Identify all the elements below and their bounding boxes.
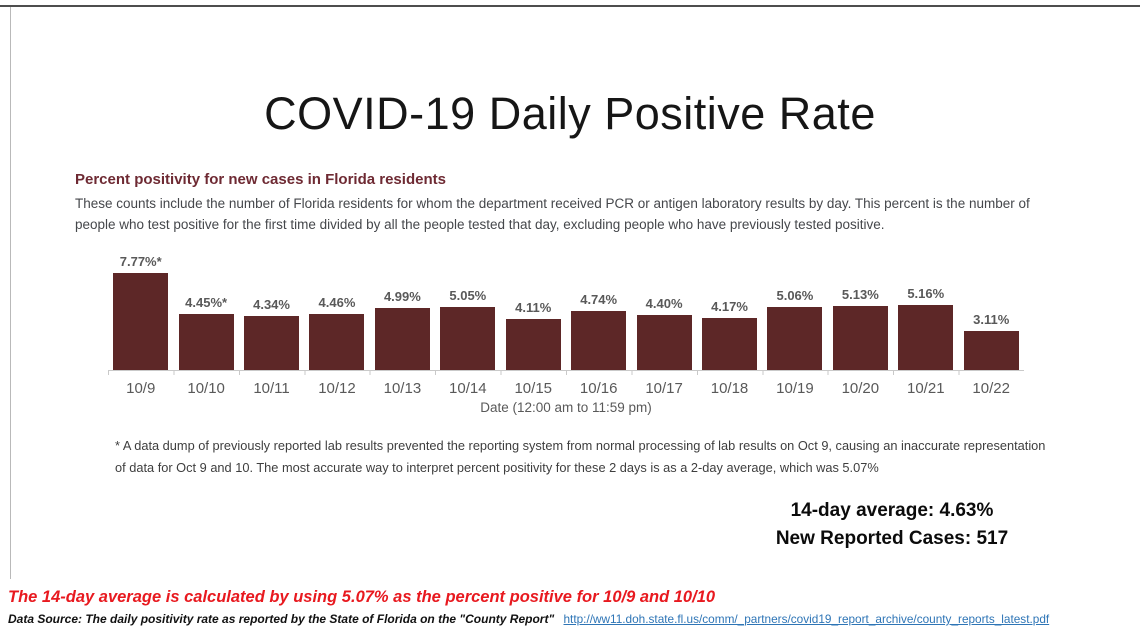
- new-reported-cases: New Reported Cases: 517: [775, 528, 1009, 549]
- x-tick-label: 10/16: [579, 380, 618, 397]
- bar-column: 5.06%: [762, 288, 827, 370]
- bar: [963, 331, 1019, 370]
- bar: [505, 319, 561, 370]
- bar: [244, 316, 300, 370]
- bar-value-label: 3.11%: [973, 312, 1010, 327]
- bar-value-label: 7.77%*: [119, 254, 162, 269]
- bar-value-label: 4.40%: [645, 296, 683, 311]
- bar: [832, 306, 888, 370]
- bar: [178, 314, 234, 370]
- chart-description: These counts include the number of Flori…: [75, 196, 1030, 233]
- bar-value-label: 4.17%: [711, 299, 748, 314]
- bar-value-label: 4.46%: [318, 295, 356, 310]
- bar-chart-plot-area: 7.77%* 4.45%* 4.34% 4.46% 4.99% 5.05% 4.11% 4.7…: [108, 248, 1024, 371]
- bar: [440, 307, 496, 370]
- x-tick-label: 10/21: [907, 380, 945, 397]
- bar-value-label: 4.11%: [515, 300, 552, 315]
- x-tick-label: 10/17: [645, 380, 683, 397]
- x-axis-labels: 10/9 10/10 10/11 10/12 10/13 10/14 10/15 10/16 1…: [108, 375, 1024, 397]
- chart-heading: Percent positivity for new cases in Flor…: [75, 171, 446, 188]
- bar: [374, 308, 430, 370]
- x-tick-label: 10/10: [187, 380, 225, 397]
- bar-column: 5.16%: [893, 286, 958, 370]
- bar: [636, 315, 692, 370]
- x-tick-label: 10/11: [253, 380, 290, 397]
- bar: [767, 307, 823, 370]
- bar-column: 4.45%*: [173, 295, 238, 370]
- x-tick-label: 10/18: [710, 380, 749, 397]
- x-tick-label: 10/9: [126, 380, 156, 397]
- bar-value-label: 4.34%: [253, 297, 290, 312]
- bar-column: 4.11%: [501, 300, 566, 370]
- x-axis-ticks: [108, 371, 1024, 375]
- x-tick-label: 10/15: [514, 380, 553, 397]
- bar-column: 4.46%: [304, 295, 369, 370]
- x-tick-label: 10/13: [383, 380, 422, 397]
- x-axis-title: Date (12:00 am to 11:59 pm): [480, 400, 652, 415]
- bar-column: 4.40%: [631, 296, 696, 370]
- bar-value-label: 4.45%*: [185, 295, 228, 310]
- x-tick-label: 10/19: [776, 380, 814, 397]
- x-tick-label: 10/14: [449, 380, 487, 397]
- bar-value-label: 5.13%: [841, 287, 879, 302]
- bar-value-label: 4.99%: [383, 289, 421, 304]
- page-title: COVID-19 Daily Positive Rate: [264, 88, 876, 140]
- bar: [898, 305, 954, 370]
- bar-value-label: 5.16%: [907, 286, 945, 301]
- bar: [571, 311, 627, 370]
- bar-value-label: 4.74%: [580, 292, 618, 307]
- bar-column: 5.05%: [435, 288, 500, 370]
- bar-column: 3.11%: [958, 312, 1023, 370]
- bar-column: 4.34%: [239, 297, 304, 370]
- average-calculation-note: The 14-day average is calculated by usin…: [8, 588, 716, 606]
- fourteen-day-average: 14-day average: 4.63%: [790, 500, 994, 521]
- summary-stats: 14-day average: 4.63% New Reported Cases…: [762, 497, 1022, 553]
- slide-top-border: [0, 5, 1140, 7]
- bar: [702, 318, 757, 370]
- county-report-link[interactable]: http://ww11.doh.state.fl.us/comm/_partne…: [563, 612, 1050, 626]
- bar: [113, 273, 169, 370]
- bar-column: 4.17%: [697, 299, 762, 370]
- bar-column: 4.74%: [566, 292, 631, 370]
- data-source-text: Data Source: The daily positivity rate a…: [8, 612, 555, 626]
- data-source-line: Data Source: The daily positivity rate a…: [8, 612, 1136, 626]
- x-tick-label: 10/12: [318, 380, 356, 397]
- x-tick-label: 10/20: [841, 380, 880, 397]
- bar-column: 5.13%: [828, 287, 893, 370]
- bar-column: 7.77%*: [108, 254, 173, 370]
- bar-value-label: 5.05%: [449, 288, 487, 303]
- bar-chart: 7.77%* 4.45%* 4.34% 4.46% 4.99% 5.05% 4.11% 4.7…: [108, 248, 1024, 415]
- chart-footnote: * A data dump of previously reported lab…: [115, 438, 1046, 475]
- x-tick-label: 10/22: [972, 380, 1010, 397]
- bar-column: 4.99%: [370, 289, 435, 370]
- bar-value-label: 5.06%: [776, 288, 814, 303]
- slide-left-border: [10, 7, 11, 579]
- bar: [309, 314, 365, 370]
